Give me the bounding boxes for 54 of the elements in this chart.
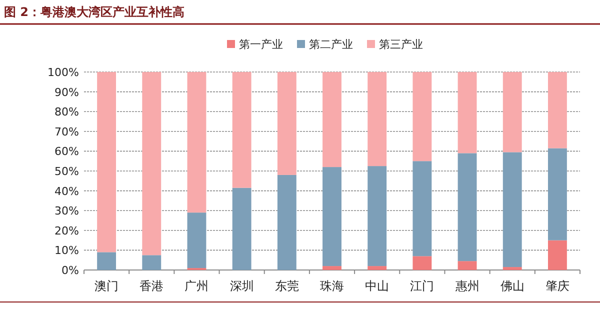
y-tick-label: 60% bbox=[54, 145, 79, 158]
y-tick-label: 30% bbox=[54, 204, 79, 218]
legend-label: 第三产业 bbox=[379, 38, 423, 51]
x-tick-label: 中山 bbox=[365, 279, 390, 293]
bar bbox=[368, 266, 387, 270]
bar bbox=[502, 72, 522, 152]
bar bbox=[548, 240, 567, 270]
y-tick-label: 10% bbox=[54, 244, 79, 258]
bar bbox=[548, 148, 567, 240]
x-tick-label: 澳门 bbox=[94, 279, 119, 293]
y-tick-label: 0% bbox=[62, 264, 79, 277]
y-tick-label: 70% bbox=[54, 125, 79, 138]
bar bbox=[97, 72, 116, 252]
bar bbox=[368, 72, 387, 166]
bar bbox=[277, 72, 296, 175]
bar bbox=[187, 72, 206, 213]
bar bbox=[322, 167, 342, 266]
y-tick-label: 80% bbox=[54, 106, 79, 119]
title: 图 2：粤港澳大湾区产业互补性高 bbox=[4, 5, 185, 19]
bar bbox=[458, 261, 477, 270]
bar bbox=[458, 72, 477, 154]
x-tick-label: 香港 bbox=[140, 279, 164, 293]
bar bbox=[97, 252, 116, 270]
bar bbox=[368, 166, 387, 266]
bar bbox=[322, 72, 342, 168]
x-tick-label: 东莞 bbox=[274, 279, 299, 293]
bar bbox=[322, 266, 342, 270]
bar bbox=[277, 174, 296, 270]
bar bbox=[502, 267, 522, 270]
legend-label: 第二产业 bbox=[309, 38, 353, 51]
legend-label: 第一产业 bbox=[239, 38, 283, 51]
bar bbox=[412, 72, 432, 162]
x-tick-label: 肇庆 bbox=[545, 279, 570, 293]
bar bbox=[142, 72, 162, 256]
y-tick-label: 50% bbox=[54, 165, 79, 178]
bar bbox=[232, 72, 252, 188]
y-tick-label: 90% bbox=[54, 86, 79, 99]
bar bbox=[232, 188, 252, 270]
y-tick-label: 40% bbox=[54, 184, 79, 198]
bar bbox=[187, 212, 206, 268]
x-tick-label: 广州 bbox=[184, 279, 209, 293]
x-tick-label: 珠海 bbox=[320, 279, 344, 293]
x-tick-label: 佛山 bbox=[500, 279, 524, 293]
x-tick-label: 江门 bbox=[410, 279, 434, 293]
y-tick-label: 20% bbox=[54, 224, 79, 238]
bar bbox=[548, 72, 567, 148]
bar bbox=[502, 152, 522, 268]
x-tick-label: 惠州 bbox=[454, 279, 480, 293]
bar bbox=[412, 256, 432, 270]
y-tick-label: 100% bbox=[48, 66, 79, 79]
x-tick-label: 深圳 bbox=[230, 279, 254, 293]
bar bbox=[458, 153, 477, 262]
bar bbox=[142, 255, 162, 270]
bar bbox=[412, 161, 432, 256]
